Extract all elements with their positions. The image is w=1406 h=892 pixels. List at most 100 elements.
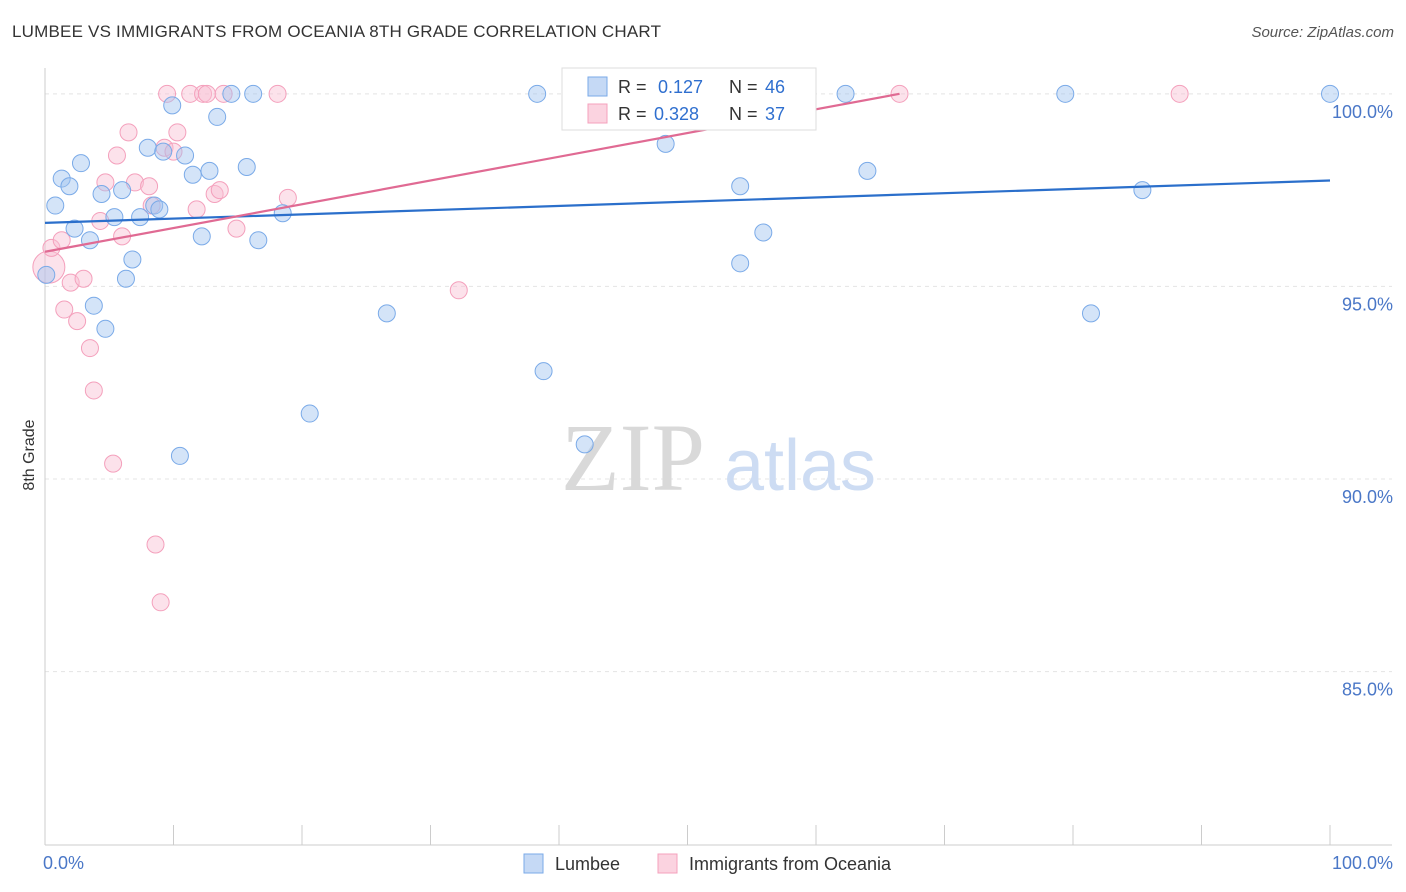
lumbee-point-10 bbox=[105, 208, 124, 227]
stats-legend: R = 0.127 N = 46 R = 0.328 N = 37 bbox=[561, 67, 817, 131]
lumbee-point-26 bbox=[222, 84, 241, 103]
lumbee-point-39 bbox=[754, 223, 773, 242]
lumbee-point-11 bbox=[113, 181, 132, 200]
lumbee-points bbox=[37, 84, 1339, 465]
lumbee-point-34 bbox=[534, 362, 553, 381]
oceania-point-32 bbox=[268, 84, 287, 103]
x-tick-labels: 0.0% 100.0% bbox=[43, 853, 1393, 873]
lumbee-point-36 bbox=[656, 134, 675, 153]
oceania-point-18 bbox=[146, 535, 165, 554]
oceania-point-11 bbox=[104, 454, 123, 473]
lumbee-point-21 bbox=[176, 146, 195, 165]
grid-lines bbox=[45, 93, 1392, 673]
oceania-point-7 bbox=[80, 339, 99, 358]
y-tick-label-2: 95.0% bbox=[1342, 294, 1393, 314]
lumbee-point-31 bbox=[300, 404, 319, 423]
legend-n-value-oceania: 37 bbox=[765, 104, 785, 124]
legend-swatch-oceania bbox=[587, 103, 608, 124]
y-tick-label-1: 90.0% bbox=[1342, 487, 1393, 507]
lumbee-point-14 bbox=[131, 208, 150, 227]
legend-r-value-oceania: 0.328 bbox=[654, 104, 699, 124]
legend-n-value-lumbee: 46 bbox=[765, 77, 785, 97]
lumbee-point-19 bbox=[163, 96, 182, 115]
lumbee-point-28 bbox=[244, 84, 263, 103]
legend-r-label-oceania: R = bbox=[618, 104, 652, 124]
oceania-point-30 bbox=[214, 84, 233, 103]
lumbee-point-9 bbox=[96, 319, 115, 338]
oceania-point-14 bbox=[119, 123, 138, 142]
lumbee-point-40 bbox=[836, 84, 855, 103]
oceania-point-6 bbox=[74, 269, 93, 288]
watermark: ZIP atlas bbox=[561, 404, 876, 511]
lumbee-point-6 bbox=[80, 231, 99, 250]
oceania-point-5 bbox=[68, 312, 87, 331]
bottom-legend-label-lumbee: Lumbee bbox=[555, 854, 620, 874]
lumbee-point-12 bbox=[116, 269, 135, 288]
oceania-point-29 bbox=[210, 181, 229, 200]
watermark-atlas: atlas bbox=[724, 426, 876, 506]
lumbee-point-38 bbox=[731, 254, 750, 273]
x-tick-label-1: 100.0% bbox=[1332, 853, 1393, 873]
legend-r-label-lumbee: R = bbox=[618, 77, 652, 97]
lumbee-point-45 bbox=[1321, 84, 1339, 103]
y-tick-labels: 85.0% 90.0% 95.0% 100.0% bbox=[1332, 102, 1393, 700]
oceania-point-12 bbox=[107, 146, 126, 165]
oceania-point-31 bbox=[227, 219, 246, 238]
lumbee-point-1 bbox=[46, 196, 65, 215]
lumbee-point-24 bbox=[200, 161, 219, 180]
oceania-point-25 bbox=[187, 200, 206, 219]
lumbee-point-18 bbox=[154, 142, 173, 161]
y-tick-label-3: 100.0% bbox=[1332, 102, 1393, 122]
watermark-zip: ZIP bbox=[561, 404, 705, 511]
oceania-point-26 bbox=[194, 84, 213, 103]
lumbee-point-15 bbox=[138, 138, 157, 157]
legend-r-value-lumbee: 0.127 bbox=[658, 77, 703, 97]
legend-n-label-lumbee: N = bbox=[729, 77, 763, 97]
oceania-point-3 bbox=[55, 300, 74, 319]
lumbee-point-27 bbox=[237, 158, 256, 177]
lumbee-point-23 bbox=[192, 227, 211, 246]
lumbee-point-41 bbox=[858, 161, 877, 180]
lumbee-point-0 bbox=[37, 265, 56, 284]
axes bbox=[44, 68, 1392, 846]
lumbee-point-29 bbox=[249, 231, 268, 250]
lumbee-trend-line bbox=[44, 179, 1331, 224]
lumbee-point-5 bbox=[71, 154, 90, 173]
lumbee-point-33 bbox=[528, 84, 547, 103]
lumbee-point-8 bbox=[92, 184, 111, 203]
oceania-point-22 bbox=[164, 142, 183, 161]
lumbee-point-17 bbox=[150, 200, 169, 219]
oceania-point-8 bbox=[84, 381, 103, 400]
legend-swatch-lumbee bbox=[587, 76, 608, 97]
y-axis-label: 8th Grade bbox=[21, 419, 38, 490]
lumbee-point-37 bbox=[731, 177, 750, 196]
oceania-point-21 bbox=[158, 84, 177, 103]
oceania-point-36 bbox=[1170, 84, 1189, 103]
lumbee-point-3 bbox=[60, 177, 79, 196]
lumbee-point-43 bbox=[1081, 304, 1100, 323]
lumbee-point-2 bbox=[52, 169, 71, 188]
lumbee-point-32 bbox=[377, 304, 396, 323]
y-tick-label-0: 85.0% bbox=[1342, 680, 1393, 700]
lumbee-point-22 bbox=[183, 165, 202, 184]
legend-n-label-oceania: N = bbox=[729, 104, 763, 124]
lumbee-point-35 bbox=[575, 435, 594, 454]
oceania-point-33 bbox=[278, 188, 297, 207]
chart-title: LUMBEE VS IMMIGRANTS FROM OCEANIA 8TH GR… bbox=[12, 22, 662, 41]
x-tick-label-0: 0.0% bbox=[43, 853, 84, 873]
lumbee-point-20 bbox=[170, 446, 189, 465]
lumbee-point-4 bbox=[65, 219, 84, 238]
lumbee-point-42 bbox=[1056, 84, 1075, 103]
lumbee-point-25 bbox=[208, 107, 227, 126]
oceania-point-34 bbox=[449, 281, 468, 300]
lumbee-point-7 bbox=[84, 296, 103, 315]
lumbee-point-44 bbox=[1133, 181, 1152, 200]
oceania-point-27 bbox=[197, 84, 216, 103]
source-label: Source: ZipAtlas.com bbox=[1251, 24, 1394, 41]
oceania-point-19 bbox=[151, 593, 170, 612]
lumbee-point-13 bbox=[123, 250, 142, 269]
bottom-legend-swatch-oceania bbox=[657, 853, 678, 874]
oceania-point-23 bbox=[168, 123, 187, 142]
bottom-legend-label-oceania: Immigrants from Oceania bbox=[689, 854, 892, 874]
